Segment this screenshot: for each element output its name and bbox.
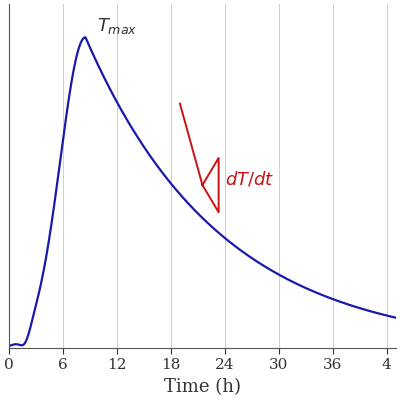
Text: $T_{max}$: $T_{max}$ (97, 16, 138, 36)
X-axis label: Time (h): Time (h) (164, 378, 241, 396)
Text: $dT/dt$: $dT/dt$ (225, 170, 274, 188)
